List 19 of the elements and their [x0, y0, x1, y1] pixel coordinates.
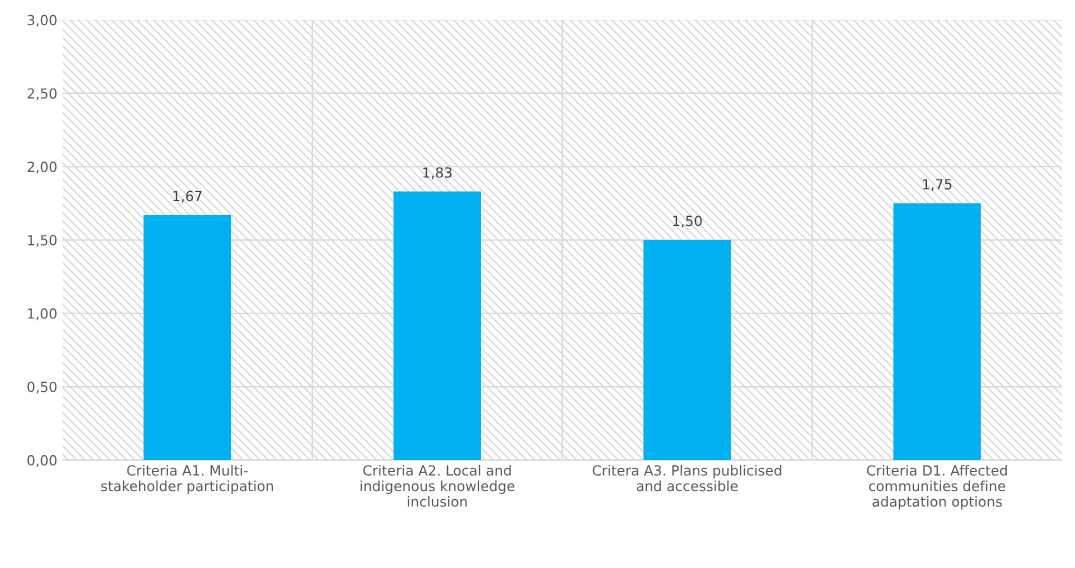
x-tick-label: Critera A3. Plans publicised and accessible [592, 464, 782, 492]
data-label: 1,75 [923, 179, 952, 191]
data-label: 1,50 [673, 215, 702, 228]
y-tick-label: 1,00 [28, 308, 57, 321]
y-tick-label: 3,00 [27, 14, 57, 27]
x-tick-label: Criteria A1. Multi- stakeholder participation [101, 464, 273, 494]
data-label: 1,83 [423, 167, 452, 180]
y-tick-label: 2,00 [27, 161, 57, 174]
bar [393, 191, 481, 461]
bar [643, 239, 731, 461]
x-tick-label: Criteria D1. Affected communities define adaptation options [866, 464, 1007, 510]
bar [143, 215, 232, 461]
y-tick-label: 0,50 [27, 381, 57, 394]
y-tick-label: 2,50 [27, 88, 57, 101]
y-tick-label: 0,00 [27, 455, 57, 467]
y-tick-label: 1,50 [28, 234, 57, 247]
x-tick-label: Criteria A2. Local and indigenous knowledge inclusion [360, 464, 515, 507]
bar [893, 203, 981, 461]
data-label: 1,67 [173, 190, 202, 203]
